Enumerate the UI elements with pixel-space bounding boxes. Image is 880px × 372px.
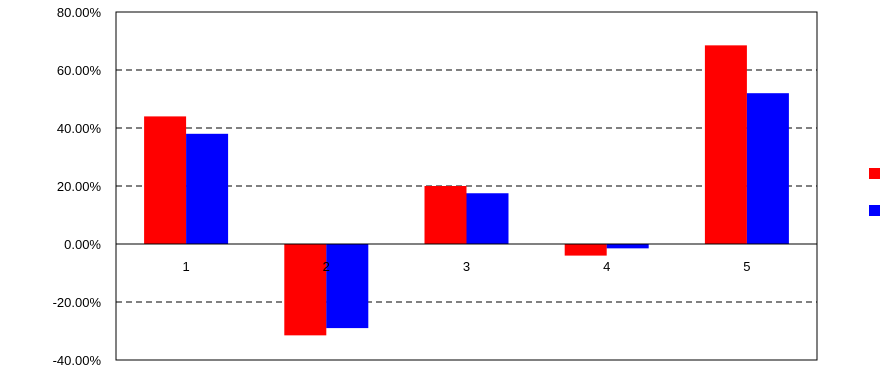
bar-series-1-cat-1 bbox=[144, 116, 187, 244]
y-tick-label: 0.00% bbox=[64, 237, 101, 252]
bar-series-2-cat-3 bbox=[466, 193, 509, 244]
x-tick-label: 3 bbox=[463, 259, 470, 274]
bar-series-1-cat-2 bbox=[284, 244, 327, 336]
y-tick-label: 40.00% bbox=[57, 121, 102, 136]
bar-series-2-cat-1 bbox=[186, 133, 229, 244]
y-tick-label: -40.00% bbox=[53, 353, 102, 368]
legend bbox=[869, 168, 880, 216]
bar-series-2-cat-4 bbox=[606, 244, 649, 249]
x-tick-label: 4 bbox=[603, 259, 610, 274]
y-tick-label: -20.00% bbox=[53, 295, 102, 310]
legend-swatch-series-2 bbox=[869, 205, 880, 216]
bar-series-2-cat-2 bbox=[326, 244, 369, 329]
y-tick-label: 80.00% bbox=[57, 5, 102, 20]
x-tick-label: 2 bbox=[323, 259, 330, 274]
bar-series-1-cat-4 bbox=[564, 244, 607, 256]
x-tick-labels: 1 2 3 4 5 bbox=[182, 259, 750, 274]
y-tick-labels: 80.00% 60.00% 40.00% 20.00% 0.00% -20.00% -40.… bbox=[53, 5, 102, 368]
legend-swatch-series-1 bbox=[869, 168, 880, 179]
bar-series-2-cat-5 bbox=[746, 93, 789, 244]
x-tick-label: 1 bbox=[182, 259, 189, 274]
bars bbox=[144, 45, 789, 336]
y-tick-label: 20.00% bbox=[57, 179, 102, 194]
bar-series-1-cat-5 bbox=[704, 45, 747, 244]
y-tick-label: 60.00% bbox=[57, 63, 102, 78]
bar-series-1-cat-3 bbox=[424, 186, 467, 244]
x-tick-label: 5 bbox=[743, 259, 750, 274]
